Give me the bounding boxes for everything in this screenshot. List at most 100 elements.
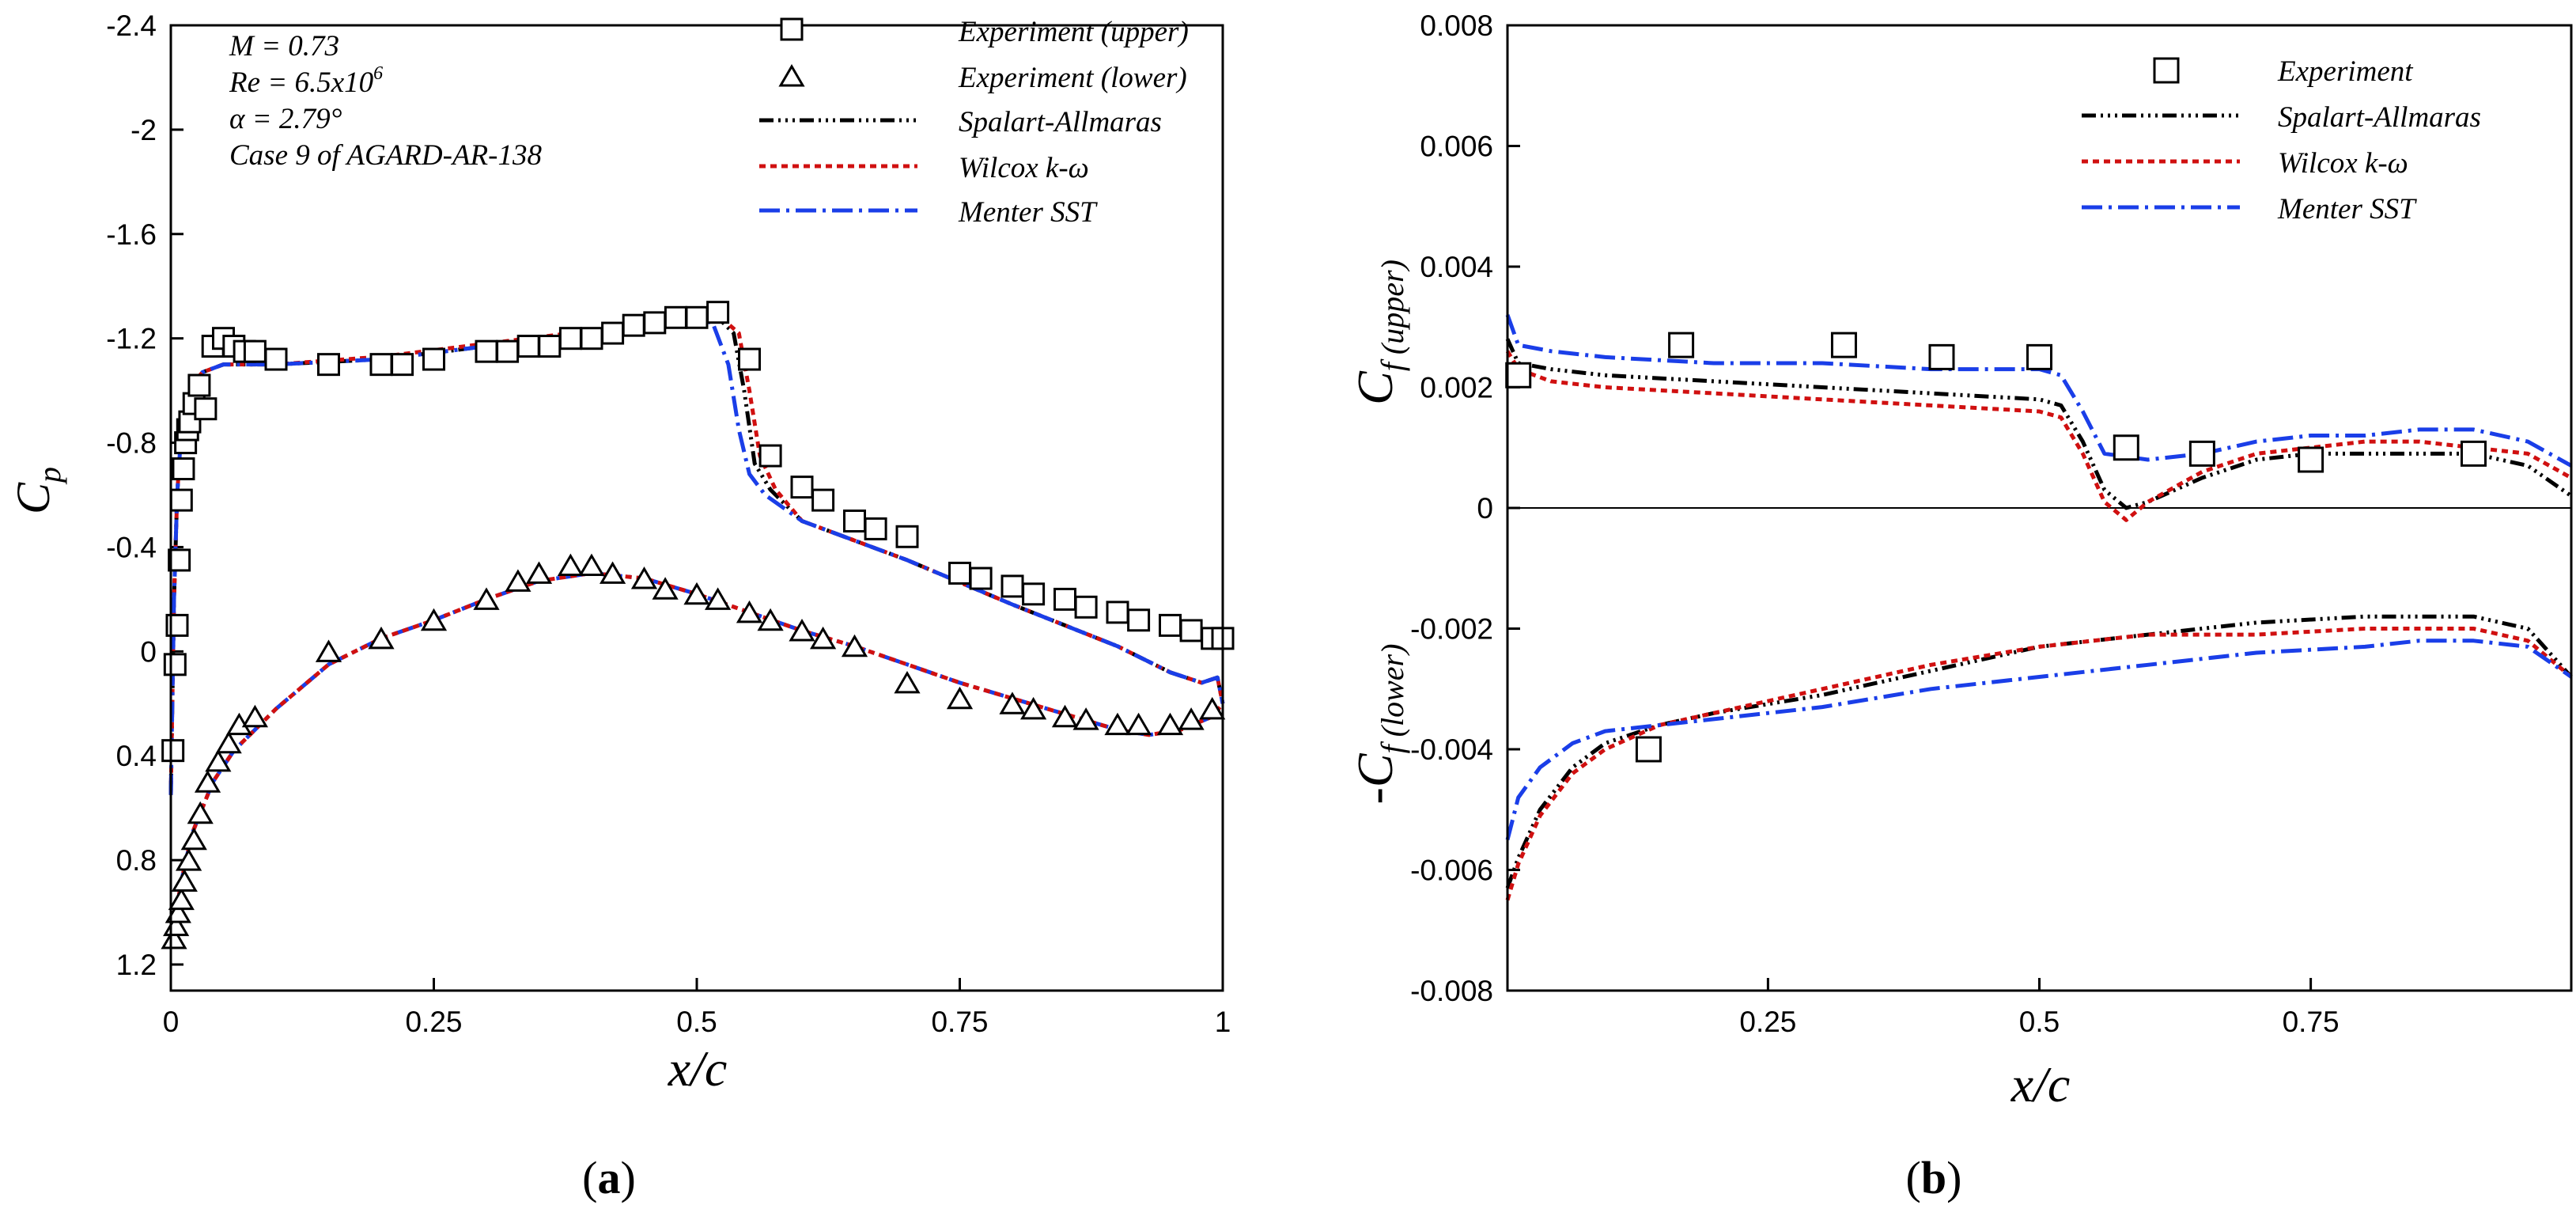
panel-a-point-experiment-lower: [1019, 696, 1047, 720]
panel-b-ytick-label: -0.004: [1410, 733, 1493, 766]
legend-a-label-menter-sst: Menter SST: [958, 196, 1098, 229]
panel-a-y-ticks: -2.4 -2 -1.6 -1.2 -0.8 -0.4 0 0.4 0.8 1.2: [106, 9, 183, 981]
annotation-reynolds: Re = 6.5x106: [229, 63, 383, 99]
panel-b-ytick-label: 0.008: [1420, 9, 1493, 42]
panel-a-point-experiment-upper: [1106, 601, 1129, 624]
panel-a-plot-frame: [169, 24, 1224, 992]
panel-a-point-experiment-lower: [175, 848, 202, 871]
panel-a-point-experiment-upper: [475, 339, 498, 363]
panel-a-point-experiment-lower: [1156, 712, 1184, 736]
panel-b-point-experiment: [2026, 343, 2052, 370]
panel-a-ytick-label: -2: [131, 114, 157, 146]
panel-a-cp-chart: -2.4 -2 -1.6 -1.2 -0.8 -0.4 0 0.4 0.8 1.2 0 0.25 0.…: [7, 9, 1235, 1203]
panel-a-point-experiment-upper: [1074, 595, 1098, 619]
panel-a-point-experiment-upper: [422, 347, 445, 371]
panel-b-ytick-label: 0.006: [1420, 131, 1493, 163]
panel-a-label-open: (: [582, 1152, 597, 1203]
panel-b-series-menter-sst: [1505, 314, 2573, 468]
panel-a-point-experiment-upper: [1001, 574, 1024, 598]
panel-a-ylabel-sub: p: [32, 467, 67, 485]
panel-a-xtick-label: 0.25: [405, 1006, 462, 1038]
panel-a-point-experiment-upper: [161, 739, 185, 763]
panel-b-point-experiment: [1830, 332, 1857, 358]
panel-b-x-ticks: 0.25 0.5 0.75: [1739, 978, 2340, 1038]
annotation-alpha: α = 2.79°: [229, 103, 342, 135]
panel-a-point-experiment-lower: [630, 567, 658, 589]
panel-a-point-experiment-upper: [194, 397, 218, 421]
panel-a-point-experiment-upper: [1127, 608, 1151, 632]
panel-b-ytick-label: -0.008: [1410, 975, 1493, 1007]
panel-b-series-markers: [1505, 332, 2487, 763]
panel-a-point-experiment-lower: [241, 704, 269, 728]
panel-a-point-experiment-lower: [841, 634, 868, 657]
panel-a-point-experiment-upper: [580, 327, 603, 351]
panel-a-point-experiment-lower: [1051, 704, 1079, 728]
panel-a-xtick-label: 0.5: [676, 1006, 717, 1038]
legend-a-label-spalart-allmaras: Spalart-Allmaras: [959, 106, 1162, 138]
panel-a-point-experiment-upper: [168, 548, 191, 572]
panel-a-point-experiment-upper: [496, 339, 520, 363]
panel-b-cf-chart: 0.008 0.006 0.004 0.002 0 -0.002 -0.004 -0.006 -…: [1347, 9, 2573, 1203]
panel-a-point-experiment-upper: [187, 373, 211, 397]
panel-a-point-experiment-lower: [557, 553, 584, 577]
panel-a-ytick-label: 0: [140, 635, 157, 668]
panel-a-point-experiment-lower: [809, 626, 837, 650]
panel-b-label-open: (: [1906, 1152, 1921, 1203]
panel-a-point-experiment-upper: [1022, 582, 1046, 606]
panel-b-point-experiment: [2188, 440, 2215, 467]
legend-a-marker-triangle: [778, 64, 805, 87]
panel-b-series-spalart-allmaras: [1505, 338, 2573, 510]
panel-a-ytick-label: 1.2: [116, 949, 157, 981]
panel-a-ytick-label: -1.6: [106, 218, 157, 251]
panel-b-point-experiment: [1928, 343, 1955, 370]
panel-b-ytick-label: -0.002: [1410, 613, 1493, 646]
panel-b-ytick-label: -0.006: [1410, 855, 1493, 887]
panel-a-ytick-label: 0.4: [116, 740, 157, 772]
panel-b-series-menter-sst-lower: [1505, 639, 2573, 841]
panel-a-point-experiment-lower: [187, 801, 214, 824]
panel-a-point-experiment-upper: [811, 488, 835, 512]
panel-a-point-experiment-lower: [180, 827, 207, 851]
panel-b-point-experiment: [2298, 446, 2324, 473]
panel-a-point-experiment-upper: [601, 321, 625, 345]
panel-a-ylabel-main: C: [7, 482, 59, 514]
panel-a-point-experiment-upper: [895, 525, 919, 548]
annotation-reynolds-base: Re = 6.5x10: [229, 66, 374, 99]
annotation-reynolds-exponent: 6: [373, 63, 383, 84]
annotation-case: Case 9 of AGARD-AR-138: [229, 139, 542, 172]
panel-a-point-experiment-lower: [215, 730, 242, 754]
panel-b-point-experiment: [1505, 362, 1532, 388]
panel-a-point-experiment-upper: [1159, 613, 1182, 637]
panel-a-point-experiment-lower: [578, 553, 605, 577]
panel-a-point-experiment-lower: [1199, 696, 1226, 720]
panel-a-point-experiment-upper: [738, 347, 761, 371]
panel-a-point-experiment-lower: [525, 561, 553, 584]
panel-a-annotations: M = 0.73 Re = 6.5x106 α = 2.79° Case 9 o…: [229, 30, 542, 172]
panel-b-series-wilcox-k-lower: [1505, 627, 2573, 901]
panel-b-point-experiment: [2460, 440, 2487, 467]
panel-a-ytick-label: -1.2: [106, 323, 157, 355]
panel-a-point-experiment-lower: [894, 670, 921, 694]
panel-a-legend: Experiment (upper) Experiment (lower) Sp…: [759, 16, 1189, 229]
panel-a-point-experiment-lower: [473, 587, 500, 610]
panel-a-point-experiment-upper: [864, 517, 887, 540]
panel-a-point-experiment-upper: [163, 653, 187, 676]
panel-a-point-experiment-lower: [420, 608, 448, 631]
legend-b-label-wilcox: Wilcox k-ω: [2278, 147, 2408, 180]
legend-a-label-wilcox: Wilcox k-ω: [959, 152, 1089, 184]
panel-a-point-experiment-lower: [999, 692, 1026, 714]
panel-a-point-experiment-lower: [757, 608, 784, 631]
panel-b-ytick-label: 0: [1477, 492, 1493, 525]
panel-a-point-experiment-lower: [165, 900, 191, 923]
panel-a-series-markers: [161, 301, 1235, 949]
legend-a-marker-square: [780, 17, 804, 41]
panel-b-point-experiment: [2113, 434, 2139, 461]
panel-b-plot-frame: [1506, 24, 2573, 992]
panel-a-point-experiment-lower: [736, 600, 763, 623]
panel-a-point-experiment-lower: [315, 639, 342, 662]
panel-a-point-experiment-upper: [685, 305, 709, 329]
panel-a-point-experiment-lower: [789, 618, 815, 642]
panel-a-point-experiment-upper: [369, 353, 393, 377]
panel-b-series-lines: [1505, 314, 2573, 901]
